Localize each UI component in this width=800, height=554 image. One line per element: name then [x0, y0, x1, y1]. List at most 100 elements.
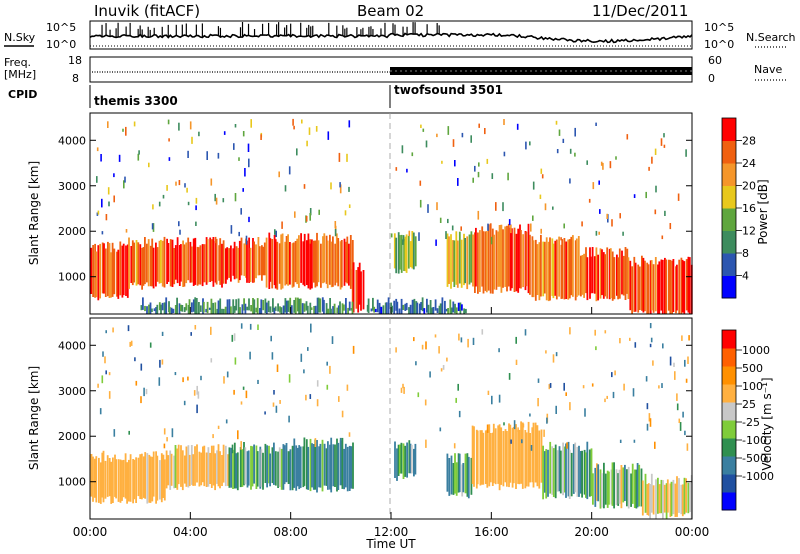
x-tick-label: 00:00: [675, 525, 710, 539]
echo-mark: [301, 119, 303, 124]
echo-mark: [477, 210, 480, 220]
echo-mark: [657, 477, 659, 514]
echo-mark: [265, 302, 268, 314]
echo-mark: [308, 127, 311, 135]
echo-mark: [609, 248, 612, 299]
echo-mark: [674, 371, 676, 380]
echo-mark: [216, 308, 219, 314]
echo-mark: [101, 452, 104, 498]
echo-mark: [296, 447, 299, 487]
echo-mark: [597, 254, 599, 301]
echo-mark: [125, 245, 127, 296]
echo-mark: [232, 449, 234, 489]
echo-mark: [599, 209, 601, 214]
echo-mark: [544, 203, 547, 211]
echo-mark: [669, 223, 672, 230]
echo-mark: [423, 308, 426, 314]
echo-mark: [565, 443, 567, 498]
power-colorbar-tick-label: 8: [742, 247, 749, 260]
echo-mark: [372, 297, 374, 311]
echo-mark: [626, 134, 629, 140]
echo-mark: [280, 234, 283, 290]
echo-mark: [551, 446, 554, 495]
velocity-colorbar-tick-label: -100: [742, 434, 767, 447]
echo-mark: [262, 246, 265, 276]
echo-mark: [306, 240, 308, 285]
echo-mark: [206, 301, 209, 314]
echo-mark: [642, 257, 645, 313]
echo-mark: [467, 456, 470, 499]
colorbar-swatch: [722, 474, 736, 493]
echo-mark: [654, 209, 657, 215]
echo-mark: [544, 451, 546, 493]
echo-mark: [487, 223, 489, 231]
echo-mark: [105, 330, 107, 334]
echo-mark: [172, 308, 175, 313]
echo-mark: [552, 448, 555, 497]
echo-mark: [685, 259, 688, 311]
echo-mark: [124, 176, 126, 183]
echo-mark: [90, 454, 93, 497]
echo-mark: [139, 244, 142, 286]
echo-mark: [185, 242, 188, 284]
echo-mark: [490, 236, 493, 245]
echo-mark: [186, 187, 188, 193]
echo-mark: [309, 239, 312, 290]
echo-mark: [464, 238, 466, 284]
echo-mark: [543, 429, 545, 437]
echo-mark: [259, 446, 262, 489]
echo-mark: [409, 241, 412, 268]
echo-mark: [187, 150, 189, 158]
echo-mark: [569, 327, 571, 335]
echo-mark: [149, 456, 152, 503]
echo-mark: [650, 337, 653, 343]
echo-mark: [271, 447, 274, 484]
echo-mark: [629, 337, 631, 341]
echo-mark: [190, 246, 193, 283]
echo-mark: [622, 255, 625, 296]
echo-mark: [322, 236, 324, 284]
echo-mark: [415, 301, 418, 314]
echo-mark: [652, 264, 655, 313]
echo-mark: [323, 443, 326, 486]
colorbar-swatch: [722, 118, 736, 141]
echo-mark: [456, 240, 459, 288]
echo-mark: [515, 424, 517, 489]
echo-mark: [447, 218, 449, 224]
echo-mark: [337, 305, 340, 314]
echo-mark: [148, 304, 150, 314]
echo-mark: [404, 236, 407, 272]
echo-mark: [541, 174, 544, 179]
echo-mark: [316, 440, 318, 493]
echo-mark: [542, 241, 545, 297]
echo-mark: [663, 484, 666, 513]
echo-mark: [325, 235, 328, 284]
echo-mark: [314, 240, 317, 288]
power-colorbar-tick-label: 28: [742, 135, 756, 148]
echo-mark: [538, 430, 541, 489]
echo-mark: [101, 375, 104, 384]
echo-mark: [669, 356, 672, 366]
echo-mark: [327, 131, 330, 140]
echo-mark: [214, 236, 217, 244]
echo-mark: [246, 306, 249, 311]
echo-mark: [101, 198, 103, 208]
echo-mark: [671, 260, 673, 314]
colorbar-swatch: [722, 348, 736, 367]
echo-mark: [334, 243, 337, 286]
echo-mark: [430, 307, 433, 314]
echo-mark: [478, 162, 480, 167]
echo-mark: [487, 390, 490, 395]
echo-mark: [278, 447, 281, 487]
echo-mark: [455, 307, 458, 314]
echo-mark: [130, 246, 133, 283]
echo-mark: [566, 442, 568, 449]
echo-mark: [414, 236, 417, 267]
echo-mark: [402, 235, 405, 242]
y-tick-label: 2000: [58, 225, 86, 238]
echo-mark: [400, 298, 403, 314]
echo-mark: [101, 231, 104, 235]
echo-mark: [316, 297, 319, 314]
echo-mark: [597, 464, 600, 502]
echo-mark: [681, 335, 683, 341]
